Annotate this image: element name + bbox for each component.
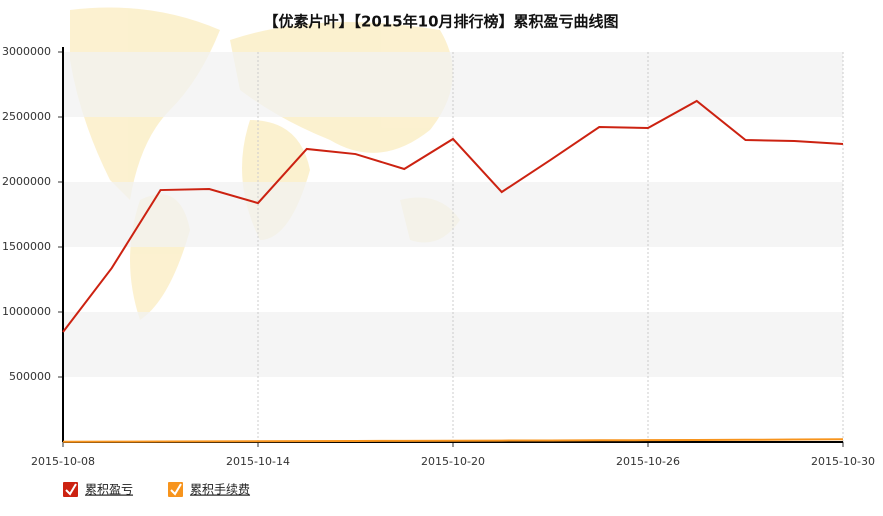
legend-item[interactable]: 累积手续费 — [168, 482, 250, 497]
y-tick-label: 500000 — [9, 370, 51, 383]
x-tick-label: 2015-10-14 — [226, 455, 290, 468]
x-tick-label: 2015-10-08 — [31, 455, 95, 468]
legend-label: 累积手续费 — [190, 483, 250, 497]
legend-check — [65, 483, 77, 496]
legend-label: 累积盈亏 — [85, 483, 133, 497]
x-tick-label: 2015-10-20 — [421, 455, 485, 468]
legend-item[interactable]: 累积盈亏 — [63, 482, 133, 497]
y-tick-label: 2500000 — [2, 110, 51, 123]
x-tick-label: 2015-10-30 — [811, 455, 875, 468]
legend-check — [170, 483, 182, 496]
series-line — [62, 438, 844, 443]
y-tick-label: 1500000 — [2, 240, 51, 253]
y-tick-label: 3000000 — [2, 45, 51, 58]
y-tick-label: 1000000 — [2, 305, 51, 318]
series-line — [62, 99, 844, 333]
x-tick-label: 2015-10-26 — [616, 455, 680, 468]
chart-title: 【优素片叶】【2015年10月排行榜】累积盈亏曲线图 — [263, 13, 618, 31]
y-tick-label: 2000000 — [2, 175, 51, 188]
